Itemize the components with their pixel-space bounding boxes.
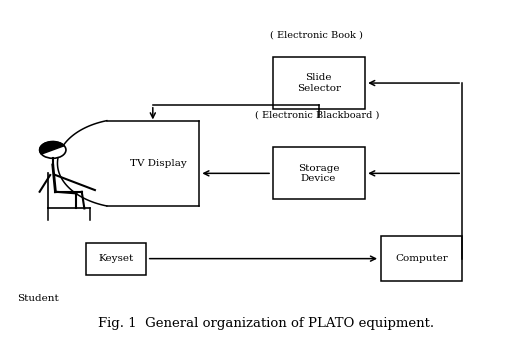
Text: Fig. 1  General organization of PLATO equipment.: Fig. 1 General organization of PLATO equ… xyxy=(98,317,434,330)
Text: Computer: Computer xyxy=(395,254,447,263)
Text: Keyset: Keyset xyxy=(98,254,134,263)
Text: ( Electronic Blackboard ): ( Electronic Blackboard ) xyxy=(255,110,380,119)
Text: Student: Student xyxy=(18,294,59,303)
Bar xyxy=(272,57,365,109)
Text: ( Electronic Book ): ( Electronic Book ) xyxy=(270,30,362,39)
Circle shape xyxy=(39,141,66,158)
Bar xyxy=(380,236,462,281)
Text: Slide
Selector: Slide Selector xyxy=(297,73,340,93)
Text: Storage
Device: Storage Device xyxy=(298,164,339,183)
Bar xyxy=(86,243,146,274)
Wedge shape xyxy=(39,141,64,154)
Text: TV Display: TV Display xyxy=(130,159,186,168)
Bar xyxy=(272,148,365,199)
